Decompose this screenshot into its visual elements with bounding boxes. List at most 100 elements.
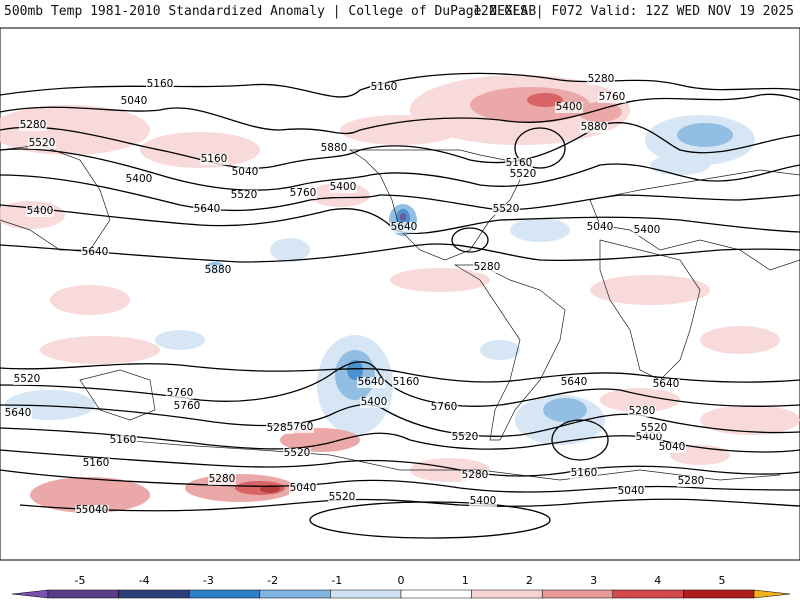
colorbar-tick-label: 4 bbox=[654, 574, 661, 587]
contour-label-bg bbox=[328, 492, 356, 503]
colorbar-tick-label: 1 bbox=[462, 574, 469, 587]
contour-label: 5400 bbox=[556, 101, 583, 113]
contour-label: 5760 bbox=[174, 400, 201, 412]
contour-label: 5040 bbox=[618, 485, 645, 497]
contour-label-bg bbox=[658, 442, 686, 453]
contour-label-bg bbox=[652, 379, 680, 390]
contour-label: 5520 bbox=[329, 491, 356, 503]
colorbar-high-extend bbox=[753, 589, 791, 599]
contour-label-bg bbox=[570, 468, 598, 479]
contour-label: 5520 bbox=[29, 137, 56, 149]
contour-label-bg bbox=[19, 120, 47, 131]
contour-label: 5040 bbox=[232, 166, 259, 178]
contour-label: 5280 bbox=[209, 473, 236, 485]
colorbar-tick-label: -3 bbox=[203, 574, 214, 587]
model-run-info: 12Z GFS | F072 Valid: 12Z WED NOV 19 202… bbox=[473, 4, 794, 19]
contour-label: 5520 bbox=[231, 189, 258, 201]
contour-label-bg bbox=[26, 206, 54, 217]
contour-label-bg bbox=[598, 92, 626, 103]
contour-label-bg bbox=[580, 122, 608, 133]
contour-label-bg bbox=[469, 496, 497, 507]
contour-label: 5040 bbox=[659, 441, 686, 453]
contour-label-bg bbox=[628, 406, 656, 417]
contour-label: 5760 bbox=[431, 401, 458, 413]
contour-label: 5400 bbox=[634, 224, 661, 236]
contour-label-bg bbox=[208, 474, 236, 485]
contour-label: 5640 bbox=[561, 376, 588, 388]
contour-label: 5640 bbox=[358, 376, 385, 388]
contour-label-bg bbox=[193, 204, 221, 215]
contour-label-bg bbox=[587, 74, 615, 85]
contour-label: 5880 bbox=[205, 264, 232, 276]
contour-label: 5040 bbox=[290, 482, 317, 494]
colorbar-swatch bbox=[259, 589, 331, 599]
contour-label-bg bbox=[82, 458, 110, 469]
contour-label: 5760 bbox=[167, 387, 194, 399]
contour-label-bg bbox=[173, 401, 201, 412]
colorbar-swatch bbox=[683, 589, 755, 599]
contour-label-bg bbox=[560, 377, 588, 388]
colorbar-swatch bbox=[541, 589, 614, 599]
contour-label-bg bbox=[640, 423, 668, 434]
contour-label-bg bbox=[492, 204, 520, 215]
colorbar-swatch bbox=[330, 589, 402, 599]
colorbar-tick-label: -1 bbox=[331, 574, 342, 587]
contour-label-bg bbox=[120, 96, 148, 107]
colorbar-tick-label: -2 bbox=[267, 574, 278, 587]
contour-label: 5520 bbox=[641, 422, 668, 434]
contour-label: 5640 bbox=[82, 246, 109, 258]
contour-label-bg bbox=[109, 435, 137, 446]
contour-label-bg bbox=[677, 476, 705, 487]
colorbar-tick-label: 3 bbox=[590, 574, 597, 587]
contour-label: 5400 bbox=[361, 396, 388, 408]
contour-label: 5880 bbox=[321, 142, 348, 154]
contour-label-bg bbox=[451, 432, 479, 443]
contour-labels: 5160 516050405280552051605400504055205640… bbox=[4, 73, 705, 516]
contour-label-bg bbox=[200, 154, 228, 165]
colorbar-tick-label: -5 bbox=[75, 574, 86, 587]
contour-label-bg bbox=[289, 483, 317, 494]
contour-label: 5280 bbox=[678, 475, 705, 487]
contour-label-bg bbox=[509, 169, 537, 180]
contour-label-bg bbox=[81, 247, 109, 258]
contour-label: 5280 bbox=[20, 119, 47, 131]
contour-label-bg bbox=[617, 486, 645, 497]
contour-label: 5880 bbox=[581, 121, 608, 133]
contour-label-bg bbox=[125, 174, 153, 185]
contour-label-bg bbox=[230, 190, 258, 201]
contour-label-bg bbox=[289, 188, 317, 199]
contour-label: 5520 bbox=[452, 431, 479, 443]
contour-label: 5040 bbox=[82, 504, 109, 516]
contour-label-bg bbox=[360, 397, 388, 408]
colorbar-swatch bbox=[47, 589, 119, 599]
contour-label: 5040 bbox=[121, 95, 148, 107]
contour-label: 5160 bbox=[506, 157, 533, 169]
contour-label: 5280 bbox=[474, 261, 501, 273]
colorbar-swatch bbox=[612, 589, 684, 599]
contour-label: 5760 bbox=[287, 421, 314, 433]
contour-label-bg bbox=[283, 448, 311, 459]
contour-label-bg bbox=[231, 167, 259, 178]
contour-label-bg bbox=[430, 402, 458, 413]
contour-label-bg bbox=[357, 377, 385, 388]
contour-label-bg bbox=[390, 222, 418, 233]
colorbar-tick-label: 2 bbox=[526, 574, 533, 587]
contour-label: 5520 bbox=[510, 168, 537, 180]
contour-label: 5280 bbox=[629, 405, 656, 417]
contour-label: 5400 bbox=[126, 173, 153, 185]
contour-label-bg bbox=[392, 377, 420, 388]
contour-label: 5520 bbox=[14, 373, 41, 385]
contour-label: 5160 bbox=[83, 457, 110, 469]
contour-label-bg bbox=[286, 422, 314, 433]
contour-label-bg bbox=[586, 222, 614, 233]
colorbar-low-extend bbox=[11, 589, 49, 599]
contour-label-bg bbox=[204, 265, 232, 276]
contour-label-bg bbox=[81, 505, 109, 516]
colorbar-tick-label: 5 bbox=[719, 574, 726, 587]
contour-label-bg bbox=[555, 102, 583, 113]
contour-label-bg bbox=[266, 423, 294, 434]
contour-label: 5640 bbox=[194, 203, 221, 215]
contour-label: 5520 bbox=[284, 447, 311, 459]
